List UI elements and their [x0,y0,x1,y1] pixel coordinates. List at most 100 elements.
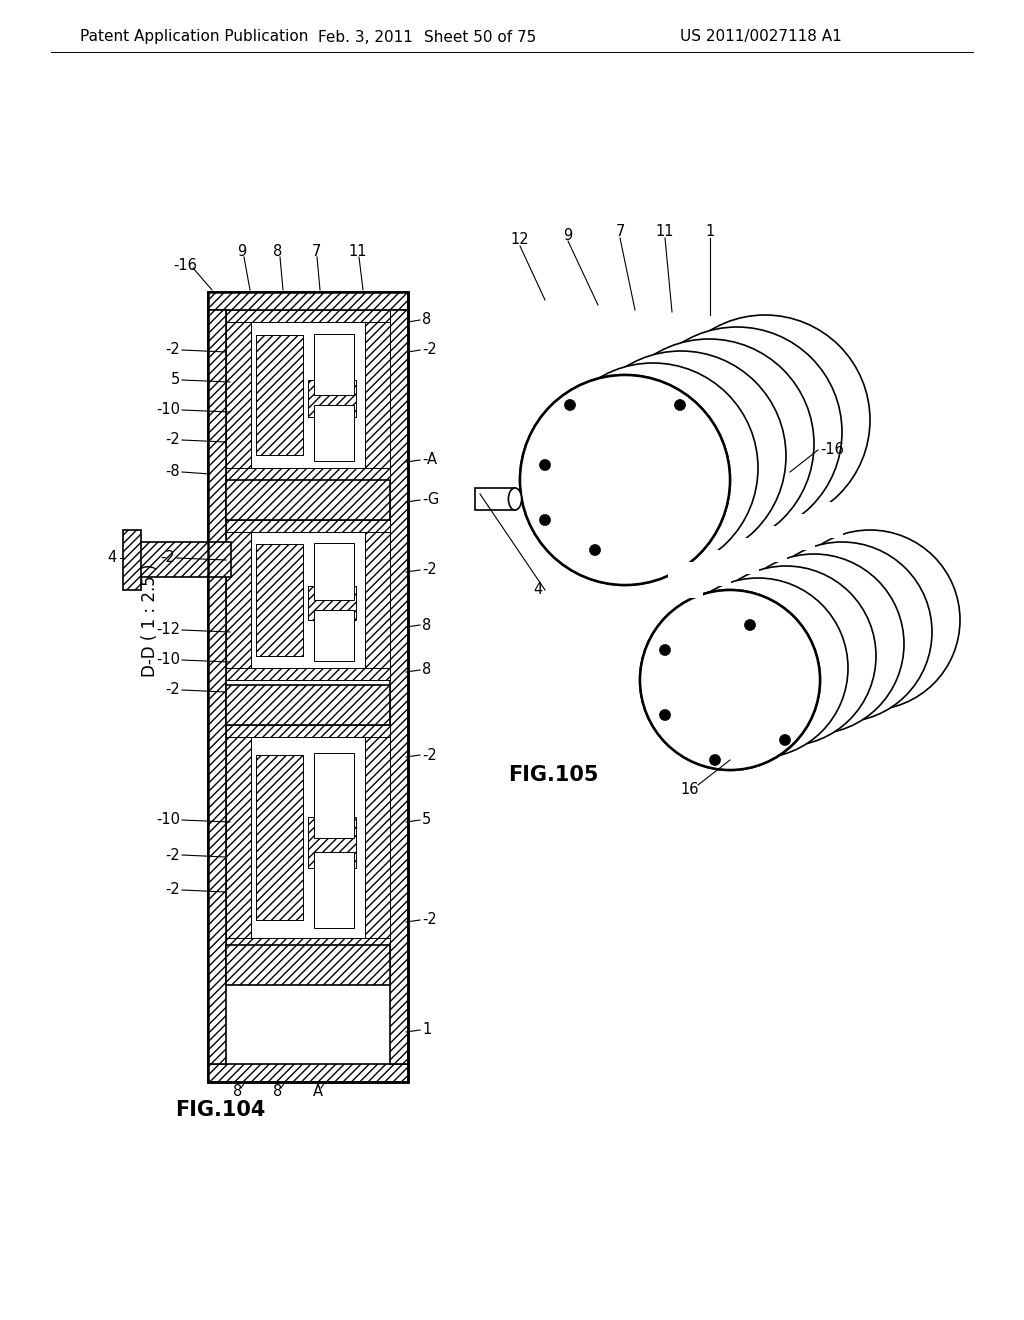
Bar [668,562,702,598]
Circle shape [575,351,786,561]
Bar [808,502,843,539]
Text: -A: -A [422,453,437,467]
Bar [668,562,702,598]
Bar [226,725,390,737]
Bar [226,945,390,985]
Circle shape [779,734,791,746]
Text: 5: 5 [422,813,431,828]
Text: -2: -2 [422,912,437,928]
Text: FIG.104: FIG.104 [175,1100,265,1119]
Bar [226,520,390,532]
Circle shape [640,590,820,770]
Bar [779,513,814,550]
Circle shape [710,755,721,766]
Circle shape [675,400,685,411]
Text: 16: 16 [681,783,699,797]
Text: -2: -2 [160,550,175,565]
Circle shape [668,578,848,758]
Bar [724,539,759,574]
Text: 12: 12 [511,232,529,248]
Bar [208,292,408,310]
Bar [313,334,353,395]
Circle shape [780,531,961,710]
Bar [208,310,226,1064]
Text: Feb. 3, 2011: Feb. 3, 2011 [317,29,413,45]
Bar [256,755,303,920]
Circle shape [604,339,814,549]
Text: -10: -10 [156,403,180,417]
Text: -2: -2 [422,562,437,578]
Circle shape [632,327,842,537]
Bar [256,335,303,455]
Text: US 2011/0027118 A1: US 2011/0027118 A1 [680,29,842,45]
Text: D-D ( 1 : 2.5 ): D-D ( 1 : 2.5 ) [141,564,159,677]
Circle shape [744,619,756,631]
Text: 8: 8 [422,663,431,677]
Bar [208,292,408,1082]
Bar [226,480,390,520]
Text: 1: 1 [706,224,715,239]
Text: 4: 4 [108,550,117,565]
Text: 11: 11 [655,224,674,239]
Circle shape [640,590,820,770]
Bar [752,525,786,562]
Circle shape [660,315,870,525]
Bar [313,405,353,461]
Text: -2: -2 [165,682,180,697]
Bar [695,550,730,586]
Bar [226,322,251,469]
Text: -8: -8 [165,465,180,479]
Bar [365,532,390,668]
Bar [365,322,390,469]
Circle shape [590,544,600,556]
Bar [365,737,390,939]
Bar [251,737,365,939]
Text: 4: 4 [534,582,543,598]
Bar [475,488,515,510]
Bar [256,544,303,656]
Text: -2: -2 [422,342,437,358]
Circle shape [724,554,904,734]
Bar [226,939,390,950]
Bar [123,531,141,590]
Text: A: A [313,1085,323,1100]
Bar [226,469,390,480]
Text: Sheet 50 of 75: Sheet 50 of 75 [424,29,537,45]
Text: -16: -16 [173,257,197,272]
Bar [313,543,353,601]
Circle shape [659,710,671,721]
Text: -2: -2 [165,433,180,447]
Text: -10: -10 [156,652,180,668]
Bar [208,1064,408,1082]
Text: -16: -16 [820,442,844,458]
Bar [226,685,390,725]
Bar [128,543,231,577]
Bar [226,532,251,668]
Circle shape [752,543,932,722]
Text: 8: 8 [273,244,283,260]
Text: 8: 8 [233,1085,243,1100]
Text: -2: -2 [165,883,180,898]
Bar [251,532,365,668]
Text: -G: -G [422,492,439,507]
Text: -2: -2 [165,847,180,862]
Text: 1: 1 [422,1023,431,1038]
Bar [313,610,353,661]
Bar [226,310,390,322]
Ellipse shape [508,488,521,510]
Bar [226,668,390,680]
Circle shape [659,644,671,656]
Bar [390,310,408,1064]
Text: 8: 8 [273,1085,283,1100]
Circle shape [548,363,758,573]
Text: -2: -2 [422,747,437,763]
Text: 8: 8 [422,618,431,632]
Text: 7: 7 [311,244,321,260]
Text: 5: 5 [171,372,180,388]
Circle shape [540,515,551,525]
Bar [308,380,356,417]
Text: 7: 7 [615,224,625,239]
Text: -10: -10 [156,813,180,828]
Text: FIG.105: FIG.105 [508,766,598,785]
Circle shape [540,459,551,470]
